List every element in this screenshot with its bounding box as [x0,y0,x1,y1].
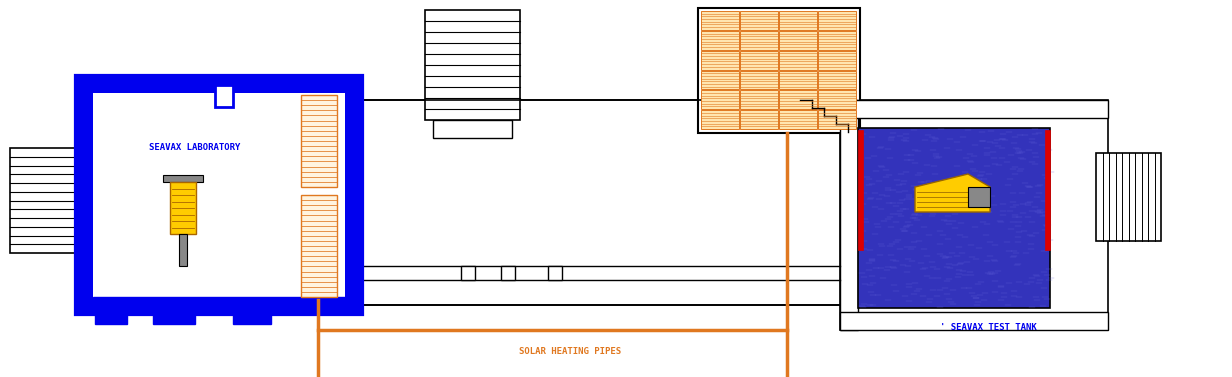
Bar [432,120,513,138]
Bar [701,110,739,129]
Bar [779,110,817,129]
Bar [461,266,476,280]
Bar [840,100,1108,330]
Bar [701,31,739,50]
Bar [818,110,856,129]
Text: ' SEAVAX TEST TANK: ' SEAVAX TEST TANK [940,323,1037,333]
Bar [170,182,196,234]
Bar [740,110,777,129]
Bar [840,100,857,330]
Bar [779,11,817,30]
Bar [153,310,195,324]
Bar [818,11,856,30]
Bar [818,51,856,69]
Bar [95,310,127,324]
Bar [699,8,860,133]
Bar [301,195,338,297]
Bar [163,175,203,182]
Bar [818,70,856,89]
Text: SOLAR HEATING PIPES: SOLAR HEATING PIPES [519,348,621,357]
Bar [233,310,271,324]
Bar [740,31,777,50]
Bar [179,234,187,266]
Bar [840,312,1108,330]
Bar [779,70,817,89]
Bar [740,90,777,109]
Bar [857,130,862,250]
Bar [840,100,1108,118]
Bar [779,51,817,69]
Bar [701,90,739,109]
Bar [701,11,739,30]
Bar [740,51,777,69]
Bar [501,266,515,280]
Bar [818,31,856,50]
Bar [740,70,777,89]
Bar [92,93,345,305]
Bar [301,95,338,187]
Bar [701,70,739,89]
Bar [857,128,1050,308]
Bar [779,31,817,50]
Bar [85,85,354,305]
Bar [779,90,817,109]
Bar [92,297,345,310]
Bar [425,10,520,120]
Bar [818,90,856,109]
Bar [548,266,562,280]
Bar [701,51,739,69]
Bar [10,148,85,253]
Bar [1096,153,1161,241]
Text: SEAVAX LABORATORY: SEAVAX LABORATORY [149,144,240,153]
Bar [216,85,233,107]
Bar [85,100,855,305]
Polygon shape [915,174,991,212]
Bar [92,93,345,305]
Bar [740,11,777,30]
Bar [968,187,991,207]
Bar [857,128,1050,308]
Bar [1045,130,1050,250]
